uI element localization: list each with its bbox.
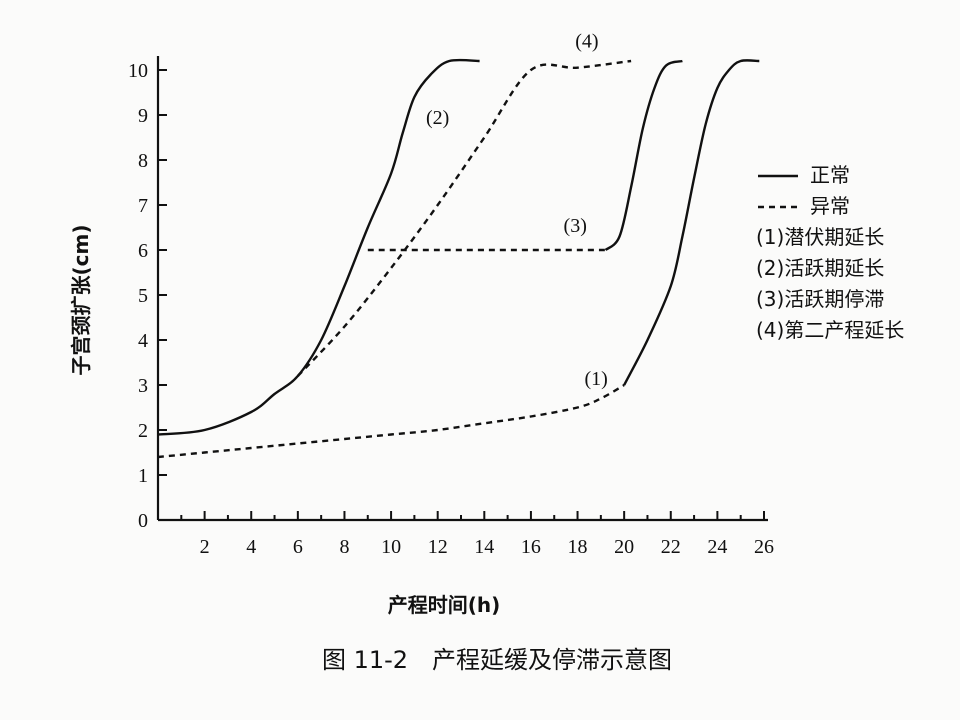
x-tick-label: 26 <box>754 536 774 558</box>
x-tick-label: 16 <box>521 536 541 558</box>
x-tick-label: 12 <box>428 536 448 558</box>
y-tick-label: 7 <box>138 195 148 217</box>
axes <box>156 56 768 522</box>
legend-entry: 异常 <box>810 194 850 218</box>
x-tick-label: 22 <box>661 536 681 558</box>
y-tick-label: 6 <box>138 240 148 262</box>
y-axis-label: 子宫颈扩张(cm) <box>69 225 93 376</box>
curve-annotation: (3) <box>564 215 587 237</box>
legend-entry: (4)第二产程延长 <box>756 318 904 342</box>
legend-entry: 正常 <box>810 163 850 187</box>
y-tick-label: 2 <box>138 420 148 442</box>
y-tick-label: 8 <box>138 150 148 172</box>
y-tick-label: 4 <box>138 330 148 352</box>
y-tick-label: 0 <box>138 510 148 532</box>
series-line-3 <box>296 59 632 377</box>
x-tick-label: 10 <box>381 536 401 558</box>
y-tick-label: 3 <box>138 375 148 397</box>
figure-caption: 图 11-2 产程延缓及停滞示意图 <box>322 646 672 674</box>
series-line-1 <box>157 383 625 459</box>
y-tick-label: 5 <box>138 285 148 307</box>
x-tick-label: 6 <box>293 536 303 558</box>
series-lines <box>157 58 760 459</box>
x-tick-label: 24 <box>707 536 727 558</box>
x-tick-label: 20 <box>614 536 634 558</box>
y-tick-label: 9 <box>138 105 148 127</box>
y-tick-label: 10 <box>128 60 148 82</box>
curve-annotation: (4) <box>575 31 598 53</box>
series-line-0 <box>157 58 480 436</box>
legend-entry: (3)活跃期停滞 <box>756 287 884 311</box>
x-tick-label: 4 <box>246 536 256 558</box>
series-line-5 <box>604 59 683 251</box>
legend-entry: (1)潜伏期延长 <box>756 225 884 249</box>
curve-annotation: (2) <box>426 107 449 129</box>
x-tick-label: 8 <box>339 536 349 558</box>
annotations: (1) (2) (3) (4) <box>426 31 608 391</box>
x-axis-label: 产程时间(h) <box>388 593 501 617</box>
x-tick-label: 18 <box>568 536 588 558</box>
legend-entry: (2)活跃期延长 <box>756 256 884 280</box>
x-tick-label: 2 <box>200 536 210 558</box>
curve-annotation: (1) <box>585 368 608 390</box>
x-tick-label: 14 <box>474 536 494 558</box>
y-tick-label: 1 <box>138 465 148 487</box>
series-line-2 <box>623 59 760 386</box>
